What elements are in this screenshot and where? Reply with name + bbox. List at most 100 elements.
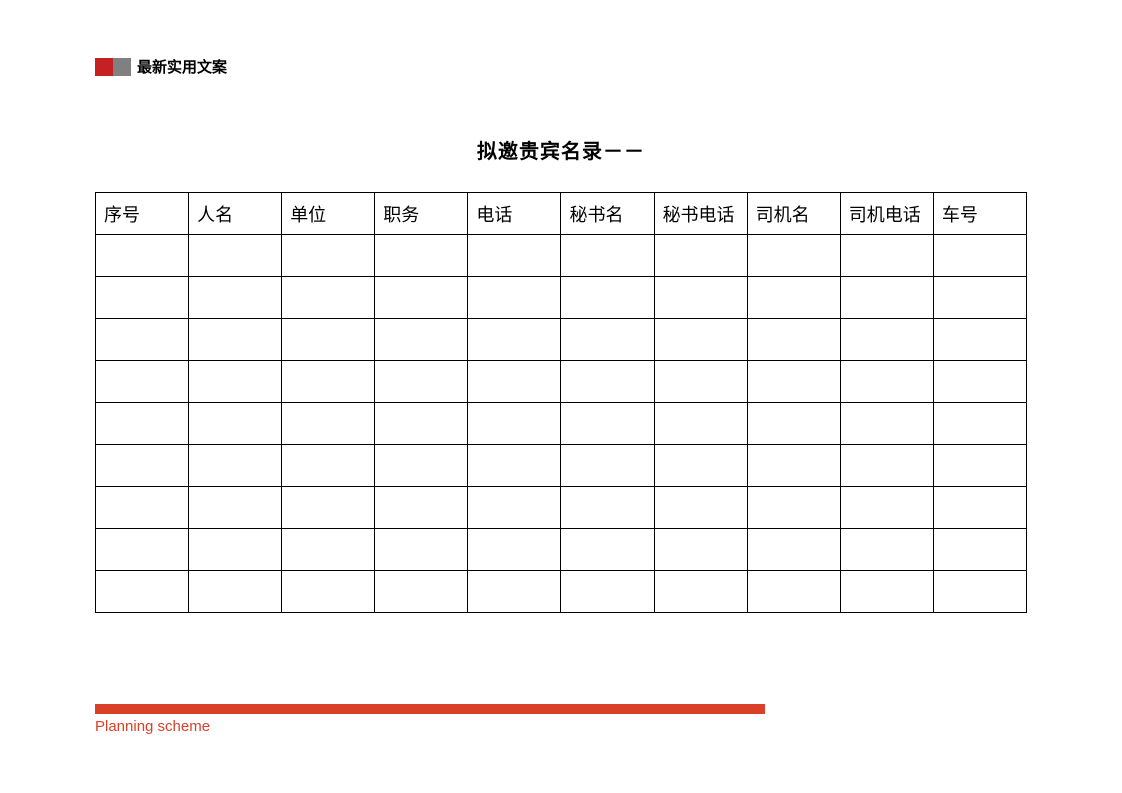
- table-cell: [189, 277, 282, 319]
- table-cell: [189, 487, 282, 529]
- footer-bar: [95, 704, 765, 714]
- col-position: 职务: [375, 193, 468, 235]
- col-car-number: 车号: [933, 193, 1026, 235]
- table-cell: [654, 277, 747, 319]
- table-cell: [840, 319, 933, 361]
- table-cell: [96, 403, 189, 445]
- table-cell: [561, 487, 654, 529]
- guest-table-container: 序号 人名 单位 职务 电话 秘书名 秘书电话 司机名 司机电话 车号: [95, 192, 1027, 613]
- table-cell: [189, 445, 282, 487]
- table-cell: [747, 403, 840, 445]
- table-cell: [561, 235, 654, 277]
- table-cell: [654, 571, 747, 613]
- table-body: [96, 235, 1027, 613]
- table-cell: [654, 529, 747, 571]
- table-cell: [96, 319, 189, 361]
- page-title: 拟邀贵宾名录－－: [0, 135, 1122, 164]
- table-cell: [468, 403, 561, 445]
- table-cell: [375, 235, 468, 277]
- col-secretary-phone: 秘书电话: [654, 193, 747, 235]
- table-cell: [933, 277, 1026, 319]
- table-row: [96, 277, 1027, 319]
- guest-table: 序号 人名 单位 职务 电话 秘书名 秘书电话 司机名 司机电话 车号: [95, 192, 1027, 613]
- table-cell: [282, 403, 375, 445]
- table-row: [96, 487, 1027, 529]
- table-cell: [840, 487, 933, 529]
- table-cell: [468, 361, 561, 403]
- table-cell: [96, 571, 189, 613]
- table-cell: [468, 529, 561, 571]
- table-cell: [375, 319, 468, 361]
- table-cell: [561, 529, 654, 571]
- table-row: [96, 319, 1027, 361]
- table-cell: [561, 403, 654, 445]
- header-square-red: [95, 58, 113, 76]
- table-cell: [654, 319, 747, 361]
- table-cell: [468, 445, 561, 487]
- footer-text: Planning scheme: [95, 718, 210, 735]
- table-cell: [282, 235, 375, 277]
- col-name: 人名: [189, 193, 282, 235]
- table-cell: [840, 361, 933, 403]
- table-cell: [933, 361, 1026, 403]
- table-cell: [189, 361, 282, 403]
- table-cell: [654, 361, 747, 403]
- table-cell: [282, 319, 375, 361]
- table-cell: [282, 361, 375, 403]
- table-cell: [375, 361, 468, 403]
- table-cell: [189, 403, 282, 445]
- table-cell: [561, 571, 654, 613]
- table-cell: [96, 235, 189, 277]
- col-phone: 电话: [468, 193, 561, 235]
- table-cell: [375, 277, 468, 319]
- table-cell: [282, 277, 375, 319]
- table-cell: [933, 319, 1026, 361]
- table-cell: [747, 487, 840, 529]
- table-cell: [96, 361, 189, 403]
- table-cell: [189, 571, 282, 613]
- table-cell: [96, 487, 189, 529]
- table-row: [96, 235, 1027, 277]
- table-cell: [654, 235, 747, 277]
- table-cell: [654, 445, 747, 487]
- table-cell: [96, 529, 189, 571]
- table-cell: [840, 235, 933, 277]
- table-cell: [654, 403, 747, 445]
- table-cell: [747, 319, 840, 361]
- table-cell: [189, 319, 282, 361]
- col-driver-phone: 司机电话: [840, 193, 933, 235]
- table-header-row: 序号 人名 单位 职务 电话 秘书名 秘书电话 司机名 司机电话 车号: [96, 193, 1027, 235]
- table-cell: [468, 277, 561, 319]
- table-cell: [282, 445, 375, 487]
- table-cell: [654, 487, 747, 529]
- table-cell: [747, 235, 840, 277]
- table-cell: [375, 571, 468, 613]
- table-cell: [468, 571, 561, 613]
- col-driver-name: 司机名: [747, 193, 840, 235]
- table-cell: [282, 529, 375, 571]
- table-cell: [468, 487, 561, 529]
- col-seq: 序号: [96, 193, 189, 235]
- table-cell: [561, 445, 654, 487]
- table-row: [96, 361, 1027, 403]
- table-cell: [561, 319, 654, 361]
- table-cell: [468, 319, 561, 361]
- table-cell: [96, 445, 189, 487]
- table-cell: [747, 361, 840, 403]
- header-block: 最新实用文案: [95, 56, 227, 77]
- table-row: [96, 571, 1027, 613]
- table-cell: [561, 361, 654, 403]
- table-cell: [840, 571, 933, 613]
- header-square-gray: [113, 58, 131, 76]
- table-cell: [282, 487, 375, 529]
- header-label: 最新实用文案: [137, 56, 227, 77]
- table-cell: [933, 529, 1026, 571]
- table-cell: [933, 445, 1026, 487]
- table-cell: [561, 277, 654, 319]
- table-cell: [840, 529, 933, 571]
- table-cell: [375, 487, 468, 529]
- table-row: [96, 529, 1027, 571]
- table-cell: [840, 403, 933, 445]
- table-cell: [933, 571, 1026, 613]
- table-cell: [933, 235, 1026, 277]
